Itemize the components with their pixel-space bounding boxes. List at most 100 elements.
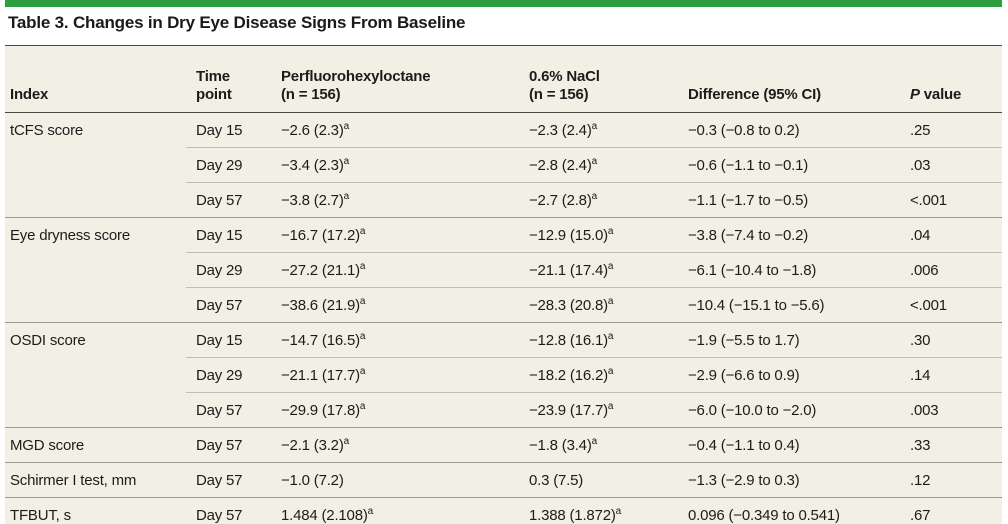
cell-difference: −6.1 (−10.4 to −1.8) [678,252,900,288]
cell-pfh-value: 1.484 (2.108)a [271,497,519,524]
col-header-pfh-line1: Perfluorohexyloctane [281,68,431,85]
footnote-marker: a [591,155,598,167]
p-value-italic: P [910,86,920,103]
table-row: tCFS score Day 15 −2.6 (2.3)a −2.3 (2.4)… [5,113,1002,148]
footnote-marker: a [607,295,614,307]
cell-p-value: .03 [900,147,1002,183]
table-title: Table 3. Changes in Dry Eye Disease Sign… [8,13,466,32]
cell-index: MGD score [5,427,186,463]
table-row: TFBUT, s Day 57 1.484 (2.108)a 1.388 (1.… [5,497,1002,524]
col-header-time-line1: Time [196,68,230,85]
table-row: Day 29 −27.2 (21.1)a −21.1 (17.4)a −6.1 … [5,252,1002,288]
cell-p-value: .003 [900,392,1002,428]
footnote-marker: a [367,505,374,517]
cell-index [5,183,186,218]
cell-difference: −1.3 (−2.9 to 0.3) [678,462,900,498]
cell-index [5,393,186,428]
p-value-rest: value [919,86,962,103]
cell-p-value: <.001 [900,287,1002,323]
footnote-marker: a [343,435,350,447]
cell-nacl-value: −23.9 (17.7)a [519,392,678,428]
cell-difference: −10.4 (−15.1 to −5.6) [678,287,900,323]
dry-eye-signs-table: Index Time point Perfluorohexyloctane (n… [5,45,1002,524]
cell-pfh-value: −2.1 (3.2)a [271,427,519,463]
cell-nacl-value: −12.8 (16.1)a [519,322,678,358]
cell-p-value: <.001 [900,182,1002,218]
cell-index [5,148,186,183]
cell-time-point: Day 15 [186,322,271,358]
cell-time-point: Day 57 [186,427,271,463]
cell-nacl-value: 1.388 (1.872)a [519,497,678,524]
col-header-difference: Difference (95% CI) [678,45,900,113]
cell-time-point: Day 57 [186,497,271,524]
cell-difference: −3.8 (−7.4 to −0.2) [678,217,900,253]
cell-difference: 0.096 (−0.349 to 0.541) [678,497,900,524]
footnote-marker: a [591,120,598,132]
cell-nacl-value: −21.1 (17.4)a [519,252,678,288]
table-row: Schirmer I test, mm Day 57 −1.0 (7.2) 0.… [5,462,1002,498]
cell-p-value: .04 [900,217,1002,253]
header-row: Index Time point Perfluorohexyloctane (n… [5,45,1002,113]
cell-nacl-value: −18.2 (16.2)a [519,357,678,393]
footnote-marker: a [607,225,614,237]
footnote-marker: a [607,330,614,342]
footnote-marker: a [591,190,598,202]
cell-time-point: Day 57 [186,462,271,498]
cell-p-value: .67 [900,497,1002,524]
col-header-nacl-line2: (n = 156) [529,86,589,103]
cell-pfh-value: −29.9 (17.8)a [271,392,519,428]
cell-time-point: Day 29 [186,147,271,183]
col-header-perfluorohexyloctane: Perfluorohexyloctane (n = 156) [271,45,519,113]
cell-p-value: .14 [900,357,1002,393]
cell-index: Eye dryness score [5,217,186,253]
cell-p-value: .25 [910,121,931,139]
table-row: Day 29 −3.4 (2.3)a −2.8 (2.4)a −0.6 (−1.… [5,147,1002,183]
cell-pfh-value: −14.7 (16.5)a [271,322,519,358]
col-header-pfh-line2: (n = 156) [281,86,341,103]
cell-time-point: Day 57 [186,182,271,218]
cell-pfh-value: −3.4 (2.3)a [271,147,519,183]
cell-time-point: Day 29 [186,357,271,393]
cell-index: tCFS score [10,121,84,139]
footnote-marker: a [607,365,614,377]
footnote-marker: a [343,120,350,132]
cell-time-point: Day 29 [186,252,271,288]
footnote-marker: a [359,260,366,272]
table-row: Day 57 −38.6 (21.9)a −28.3 (20.8)a −10.4… [5,287,1002,323]
cell-difference: −1.9 (−5.5 to 1.7) [678,322,900,358]
table-row: Day 29 −21.1 (17.7)a −18.2 (16.2)a −2.9 … [5,357,1002,393]
cell-index: OSDI score [5,322,186,358]
cell-difference: −1.1 (−1.7 to −0.5) [678,182,900,218]
cell-nacl-value: −1.8 (3.4)a [519,427,678,463]
cell-difference: −2.9 (−6.6 to 0.9) [678,357,900,393]
cell-nacl-value: −2.8 (2.4)a [519,147,678,183]
cell-pfh-value: −3.8 (2.7)a [271,182,519,218]
cell-time-point: Day 15 [196,121,243,139]
cell-index: TFBUT, s [5,497,186,524]
cell-difference: −0.6 (−1.1 to −0.1) [678,147,900,183]
cell-nacl-value: 0.3 (7.5) [519,462,678,498]
footnote-marker: a [359,295,366,307]
table-row: Day 57 −3.8 (2.7)a −2.7 (2.8)a −1.1 (−1.… [5,182,1002,218]
col-header-time-point: Time point [186,45,271,113]
cell-index [5,253,186,288]
cell-pfh-value: −38.6 (21.9)a [271,287,519,323]
cell-p-value: .12 [900,462,1002,498]
footnote-marker: a [615,505,622,517]
footnote-marker: a [343,190,350,202]
col-header-nacl: 0.6% NaCl (n = 156) [519,45,678,113]
cell-pfh-value: −16.7 (17.2)a [271,217,519,253]
cell-difference: −6.0 (−10.0 to −2.0) [678,392,900,428]
footnote-marker: a [359,225,366,237]
cell-p-value: .33 [900,427,1002,463]
table-row: MGD score Day 57 −2.1 (3.2)a −1.8 (3.4)a… [5,427,1002,463]
cell-time-point: Day 57 [186,392,271,428]
cell-nacl-value: −28.3 (20.8)a [519,287,678,323]
cell-nacl-value: −2.3 (2.4)a [529,120,598,139]
footnote-marker: a [359,365,366,377]
cell-nacl-value: −12.9 (15.0)a [519,217,678,253]
footnote-marker: a [343,155,350,167]
table-container: Index Time point Perfluorohexyloctane (n… [5,45,1002,524]
footnote-marker: a [607,260,614,272]
cell-pfh-value: −1.0 (7.2) [271,462,519,498]
